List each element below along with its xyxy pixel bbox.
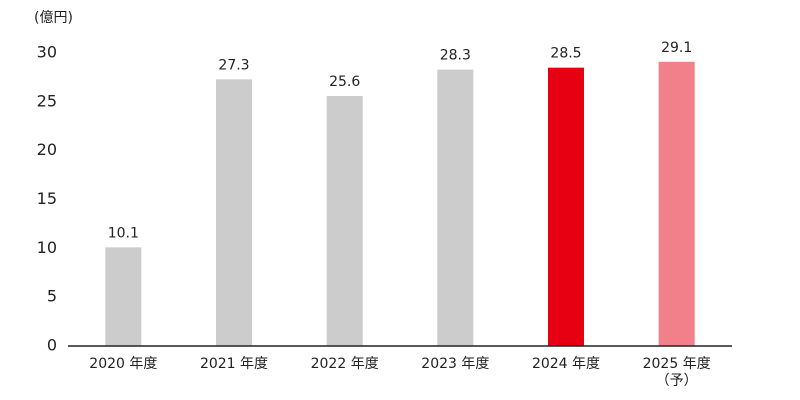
y-tick-label: 20 [37, 140, 57, 159]
y-tick-label: 5 [47, 287, 57, 306]
value-label: 25.6 [329, 74, 360, 90]
bar [437, 69, 474, 346]
value-label: 28.3 [440, 48, 471, 64]
x-tick-label: 2025 年度（予） [643, 356, 711, 389]
y-tick-label: 10 [37, 238, 57, 257]
y-tick-label: 15 [37, 189, 57, 208]
x-tick-label: 2022 年度 [311, 356, 379, 372]
bar [216, 79, 252, 347]
bar [105, 247, 142, 346]
bar [326, 95, 363, 347]
bar [658, 61, 695, 346]
x-tick-label: 2021 年度 [200, 356, 268, 372]
value-label: 28.5 [550, 46, 581, 62]
y-tick-label: 30 [37, 43, 57, 62]
x-tick-label: 2024 年度 [532, 356, 600, 372]
value-label: 29.1 [661, 40, 692, 56]
x-tick-label: 2023 年度 [421, 356, 489, 372]
y-axis-label: (億円) [34, 10, 73, 26]
y-tick-label: 0 [47, 336, 57, 355]
value-label: 27.3 [218, 57, 249, 73]
x-tick-label: 2020 年度 [89, 356, 157, 372]
y-tick-label: 25 [37, 91, 57, 110]
bar [548, 67, 584, 347]
value-label: 10.1 [108, 225, 139, 241]
